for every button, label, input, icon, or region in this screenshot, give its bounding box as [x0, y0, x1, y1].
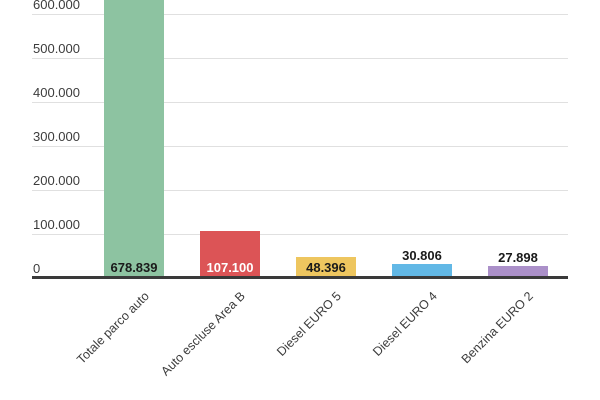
x-axis-label-benzina-euro-2: Benzina EURO 2: [458, 289, 536, 367]
x-axis-label-totale-parco-auto: Totale parco auto: [74, 289, 152, 367]
gridline-600-000: [32, 14, 568, 15]
x-axis-label-auto-escluse-area-b: Auto escluse Area B: [158, 289, 248, 379]
y-tick-label-400-000: 400.000: [33, 85, 80, 100]
bar-auto-escluse-area-b[interactable]: [200, 231, 260, 278]
x-axis-label-diesel-euro-4: Diesel EURO 4: [370, 289, 440, 359]
bar-value-label-benzina-euro-2: 27.898: [498, 250, 538, 265]
x-axis-line: [32, 276, 568, 279]
bar-value-label-diesel-euro-5: 48.396: [306, 260, 346, 275]
bar-diesel-euro-4[interactable]: [392, 264, 452, 278]
gridline-300-000: [32, 146, 568, 147]
y-tick-label-200-000: 200.000: [33, 173, 80, 188]
bar-totale-parco-auto[interactable]: [104, 0, 164, 278]
bar-diesel-euro-5[interactable]: [296, 257, 356, 278]
bar-value-label-auto-escluse-area-b: 107.100: [206, 260, 254, 275]
gridline-100-000: [32, 234, 568, 235]
y-tick-label-100-000: 100.000: [33, 217, 80, 232]
gridline-400-000: [32, 102, 568, 103]
x-axis-label-diesel-euro-5: Diesel EURO 5: [274, 289, 344, 359]
gridline-500-000: [32, 58, 568, 59]
y-tick-label-0: 0: [33, 261, 41, 276]
bar-benzina-euro-2[interactable]: [488, 266, 548, 278]
bar-value-label-totale-parco-auto: 678.839: [110, 260, 158, 275]
gridline-200-000: [32, 190, 568, 191]
y-tick-label-600-000: 600.000: [33, 0, 80, 12]
y-tick-label-500-000: 500.000: [33, 41, 80, 56]
y-tick-label-300-000: 300.000: [33, 129, 80, 144]
bar-value-label-diesel-euro-4: 30.806: [402, 248, 442, 263]
